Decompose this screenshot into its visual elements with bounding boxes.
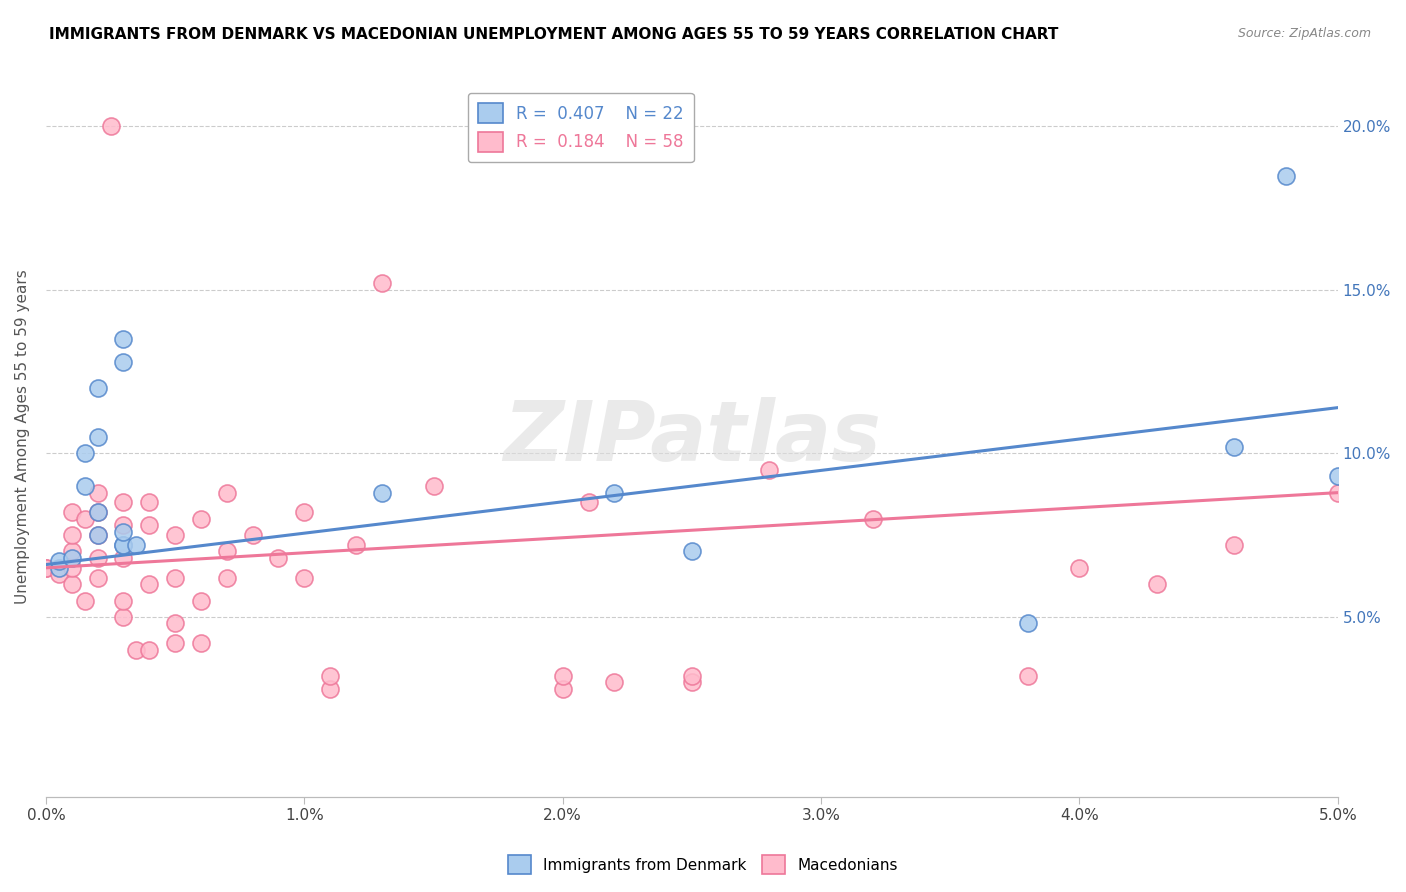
Point: [292, 571, 315, 585]
Legend: R =  0.407    N = 22, R =  0.184    N = 58: R = 0.407 N = 22, R = 0.184 N = 58: [468, 93, 693, 162]
Point: [1223, 538, 1246, 552]
Point: [60, 528, 83, 542]
Point: [1275, 169, 1298, 183]
Point: [190, 512, 212, 526]
Point: [86, 551, 108, 566]
Point: [86, 430, 108, 444]
Y-axis label: Unemployment Among Ages 55 to 59 years: Unemployment Among Ages 55 to 59 years: [15, 269, 30, 605]
Point: [603, 675, 626, 690]
Point: [86, 381, 108, 395]
Point: [73, 446, 96, 460]
Point: [125, 642, 148, 657]
Point: [125, 538, 148, 552]
Point: [35, 561, 58, 575]
Point: [422, 479, 444, 493]
Point: [138, 642, 160, 657]
Point: [60, 561, 83, 575]
Point: [190, 593, 212, 607]
Point: [86, 505, 108, 519]
Point: [48, 554, 70, 568]
Point: [215, 544, 238, 558]
Point: [758, 463, 780, 477]
Point: [215, 571, 238, 585]
Point: [165, 528, 187, 542]
Point: [138, 495, 160, 509]
Point: [86, 505, 108, 519]
Legend: Immigrants from Denmark, Macedonians: Immigrants from Denmark, Macedonians: [502, 849, 904, 880]
Point: [48, 567, 70, 582]
Point: [681, 675, 703, 690]
Point: [165, 636, 187, 650]
Point: [1326, 485, 1348, 500]
Point: [371, 277, 394, 291]
Text: Source: ZipAtlas.com: Source: ZipAtlas.com: [1237, 27, 1371, 40]
Point: [551, 669, 574, 683]
Point: [319, 669, 342, 683]
Point: [86, 528, 108, 542]
Point: [1017, 669, 1039, 683]
Point: [112, 538, 135, 552]
Point: [1326, 469, 1348, 483]
Point: [1223, 440, 1246, 454]
Point: [60, 551, 83, 566]
Point: [112, 495, 135, 509]
Point: [86, 528, 108, 542]
Point: [862, 512, 884, 526]
Point: [292, 505, 315, 519]
Point: [190, 636, 212, 650]
Point: [578, 495, 600, 509]
Point: [86, 485, 108, 500]
Point: [73, 593, 96, 607]
Point: [267, 551, 290, 566]
Point: [112, 538, 135, 552]
Point: [112, 355, 135, 369]
Point: [1017, 616, 1039, 631]
Point: [112, 518, 135, 533]
Point: [112, 524, 135, 539]
Point: [60, 577, 83, 591]
Point: [1069, 561, 1091, 575]
Point: [371, 485, 394, 500]
Point: [603, 485, 626, 500]
Text: ZIPatlas: ZIPatlas: [503, 397, 880, 477]
Point: [112, 332, 135, 346]
Point: [319, 681, 342, 696]
Text: IMMIGRANTS FROM DENMARK VS MACEDONIAN UNEMPLOYMENT AMONG AGES 55 TO 59 YEARS COR: IMMIGRANTS FROM DENMARK VS MACEDONIAN UN…: [49, 27, 1059, 42]
Point: [73, 512, 96, 526]
Point: [165, 571, 187, 585]
Point: [681, 669, 703, 683]
Point: [60, 505, 83, 519]
Point: [681, 544, 703, 558]
Point: [112, 551, 135, 566]
Point: [138, 518, 160, 533]
Point: [112, 593, 135, 607]
Point: [165, 616, 187, 631]
Point: [344, 538, 367, 552]
Point: [48, 561, 70, 575]
Point: [60, 544, 83, 558]
Point: [35, 561, 58, 575]
Point: [73, 479, 96, 493]
Point: [215, 485, 238, 500]
Point: [112, 610, 135, 624]
Point: [100, 120, 122, 134]
Point: [86, 571, 108, 585]
Point: [1146, 577, 1168, 591]
Point: [242, 528, 264, 542]
Point: [138, 577, 160, 591]
Point: [551, 681, 574, 696]
